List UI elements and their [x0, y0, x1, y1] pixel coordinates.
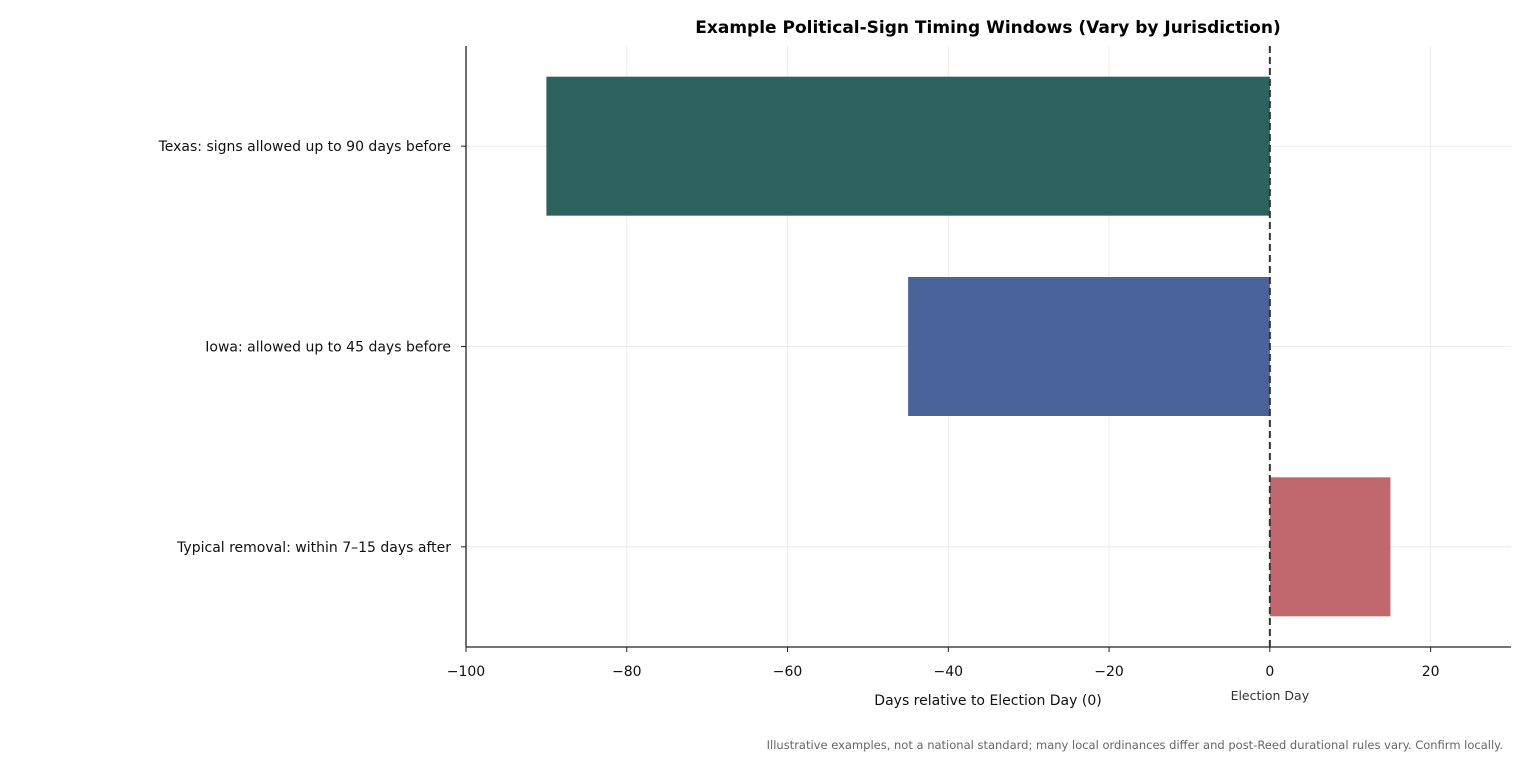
y-tick-label: Typical removal: within 7–15 days after	[176, 540, 451, 556]
x-tick-label: −40	[934, 664, 964, 680]
x-axis-label: Days relative to Election Day (0)	[874, 693, 1101, 709]
y-tick-label: Texas: signs allowed up to 90 days befor…	[158, 139, 451, 155]
bar	[546, 76, 1270, 216]
bars	[546, 76, 1391, 617]
bar	[908, 277, 1270, 416]
x-tick-label: −60	[773, 664, 803, 680]
labels: −100 −80 −60 −40 −20 0 20 Texas: signs allowed …	[158, 139, 1440, 703]
x-tick-label: −20	[1094, 664, 1124, 680]
election-day-label: Election Day	[1231, 688, 1310, 703]
y-tick-label: Iowa: allowed up to 45 days before	[205, 340, 451, 356]
x-tick-label: 20	[1422, 664, 1440, 680]
x-tick-label: 0	[1265, 664, 1274, 680]
chart-title: Example Political-Sign Timing Windows (V…	[695, 18, 1280, 38]
axes	[461, 46, 1511, 652]
x-tick-label: −100	[447, 664, 485, 680]
bar	[1269, 477, 1391, 617]
footnote: Illustrative examples, not a national st…	[767, 738, 1503, 752]
x-tick-label: −80	[612, 664, 642, 680]
